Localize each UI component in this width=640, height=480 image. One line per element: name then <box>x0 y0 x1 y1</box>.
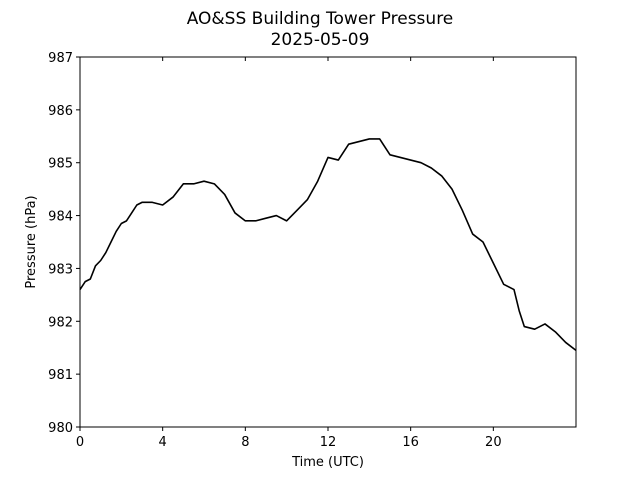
y-tick-label: 987 <box>48 51 73 66</box>
x-tick-label: 16 <box>402 435 419 450</box>
y-tick-label: 984 <box>48 210 73 225</box>
y-axis-label: Pressure (hPa) <box>24 195 39 288</box>
data-line <box>79 138 577 351</box>
x-axis-label: Time (UTC) <box>291 455 364 470</box>
y-tick-label: 982 <box>48 315 73 330</box>
y-tick-label: 983 <box>48 262 73 277</box>
y-tick-label: 986 <box>48 104 73 119</box>
x-tick-label: 20 <box>485 435 502 450</box>
x-tick-label: 4 <box>159 435 167 450</box>
chart-subtitle: 2025-05-09 <box>271 30 370 50</box>
y-tick-label: 980 <box>48 421 73 436</box>
y-tick-label: 981 <box>48 368 73 383</box>
chart-title: AO&SS Building Tower Pressure <box>187 9 454 29</box>
x-tick-label: 8 <box>241 435 249 450</box>
plot-frame <box>79 56 577 428</box>
x-tick-label: 0 <box>76 435 84 450</box>
y-tick-label: 985 <box>48 157 73 172</box>
x-tick-label: 12 <box>320 435 337 450</box>
